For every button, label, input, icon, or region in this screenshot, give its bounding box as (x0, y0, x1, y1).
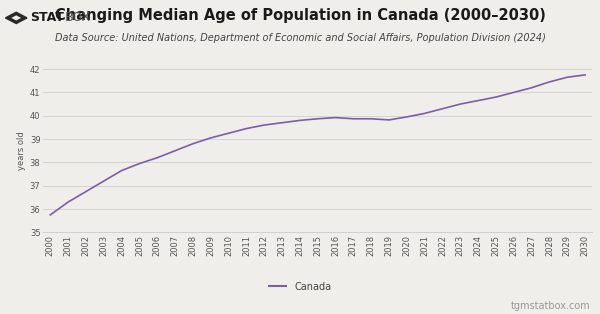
Text: tgmstatbox.com: tgmstatbox.com (511, 301, 591, 311)
Text: Changing Median Age of Population in Canada (2000–2030): Changing Median Age of Population in Can… (55, 8, 545, 23)
Y-axis label: years old: years old (17, 131, 26, 170)
Legend: Canada: Canada (269, 282, 331, 292)
Text: STAT: STAT (30, 11, 64, 24)
Text: BOX: BOX (65, 11, 91, 24)
Text: Data Source: United Nations, Department of Economic and Social Affairs, Populati: Data Source: United Nations, Department … (55, 33, 545, 43)
